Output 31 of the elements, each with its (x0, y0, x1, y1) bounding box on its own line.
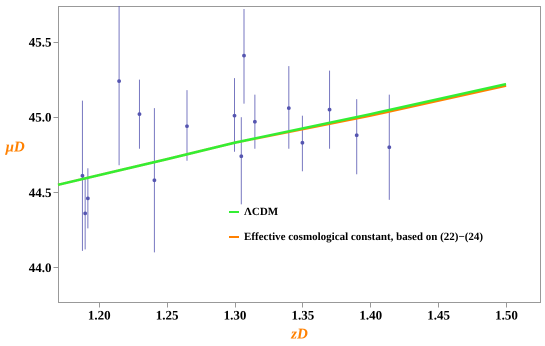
x-tick-label: 1.25 (156, 308, 179, 322)
x-tick-label: 1.45 (427, 308, 451, 322)
point (253, 120, 257, 124)
point (117, 79, 121, 83)
point (286, 106, 291, 110)
legend-label: Effective cosmological constant, based on (22)−(24) (244, 231, 484, 243)
x-axis-title: zD (290, 326, 308, 342)
point (152, 178, 156, 182)
y-axis-title: μD (4, 140, 25, 156)
x-tick-label: 1.35 (292, 308, 315, 322)
x-tick-label: 1.30 (224, 308, 246, 322)
point (387, 145, 392, 150)
x-tick-label: 1.20 (88, 308, 111, 322)
point (300, 140, 304, 145)
point (354, 133, 359, 138)
y-tick-label: 45.5 (28, 34, 52, 50)
point (232, 114, 236, 118)
y-tick-label: 44.0 (28, 260, 52, 275)
point (83, 211, 88, 216)
point (80, 174, 84, 178)
point (242, 54, 246, 58)
point (328, 108, 332, 112)
legend-label: ΛCDM (244, 206, 279, 218)
point (86, 196, 90, 200)
point (138, 112, 142, 116)
x-tick-label: 1.40 (359, 308, 382, 322)
point (239, 154, 244, 158)
x-tick-label: 1.50 (495, 308, 518, 322)
y-tick-label: 45.0 (28, 110, 52, 125)
y-tick-label: 44.5 (28, 184, 52, 200)
point (185, 124, 189, 128)
